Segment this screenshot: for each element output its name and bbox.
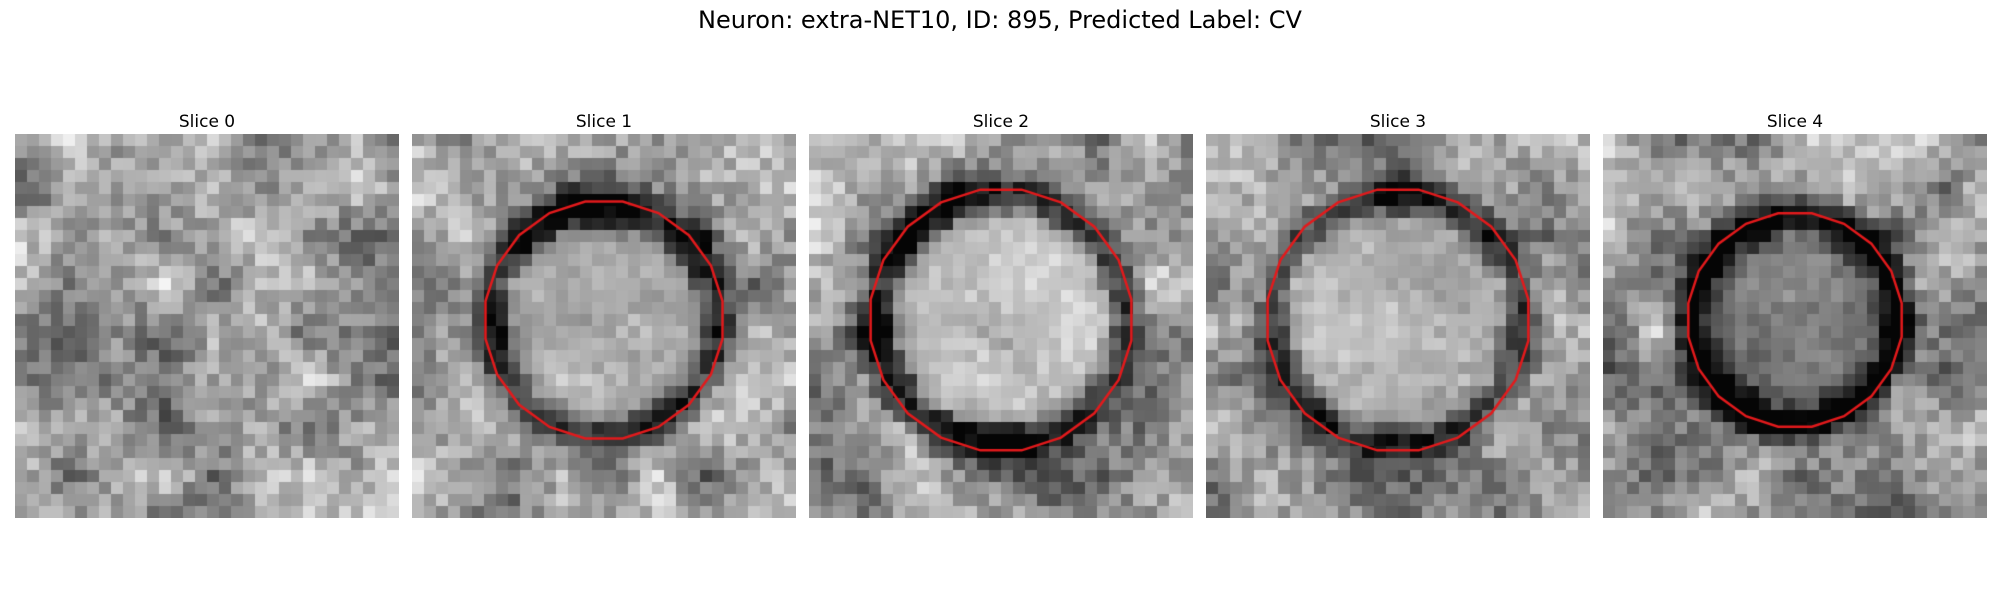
slice-title: Slice 4 xyxy=(1766,112,1824,132)
figure-title: Neuron: extra-NET10, ID: 895, Predicted … xyxy=(698,6,1302,34)
slice-title: Slice 0 xyxy=(178,112,236,132)
slice-title: Slice 2 xyxy=(972,112,1030,132)
slice-panel-0: Slice 0 xyxy=(15,110,399,518)
slice-image xyxy=(809,134,1193,518)
slice-image xyxy=(1206,134,1590,518)
slice-title: Slice 1 xyxy=(575,112,633,132)
slice-title: Slice 3 xyxy=(1369,112,1427,132)
slice-panel-3: Slice 3 xyxy=(1206,110,1590,518)
slice-image xyxy=(1603,134,1987,518)
slice-image xyxy=(412,134,796,518)
slice-panel-2: Slice 2 xyxy=(809,110,1193,518)
slice-panel-4: Slice 4 xyxy=(1603,110,1987,518)
slice-image xyxy=(15,134,399,518)
slice-panel-1: Slice 1 xyxy=(412,110,796,518)
